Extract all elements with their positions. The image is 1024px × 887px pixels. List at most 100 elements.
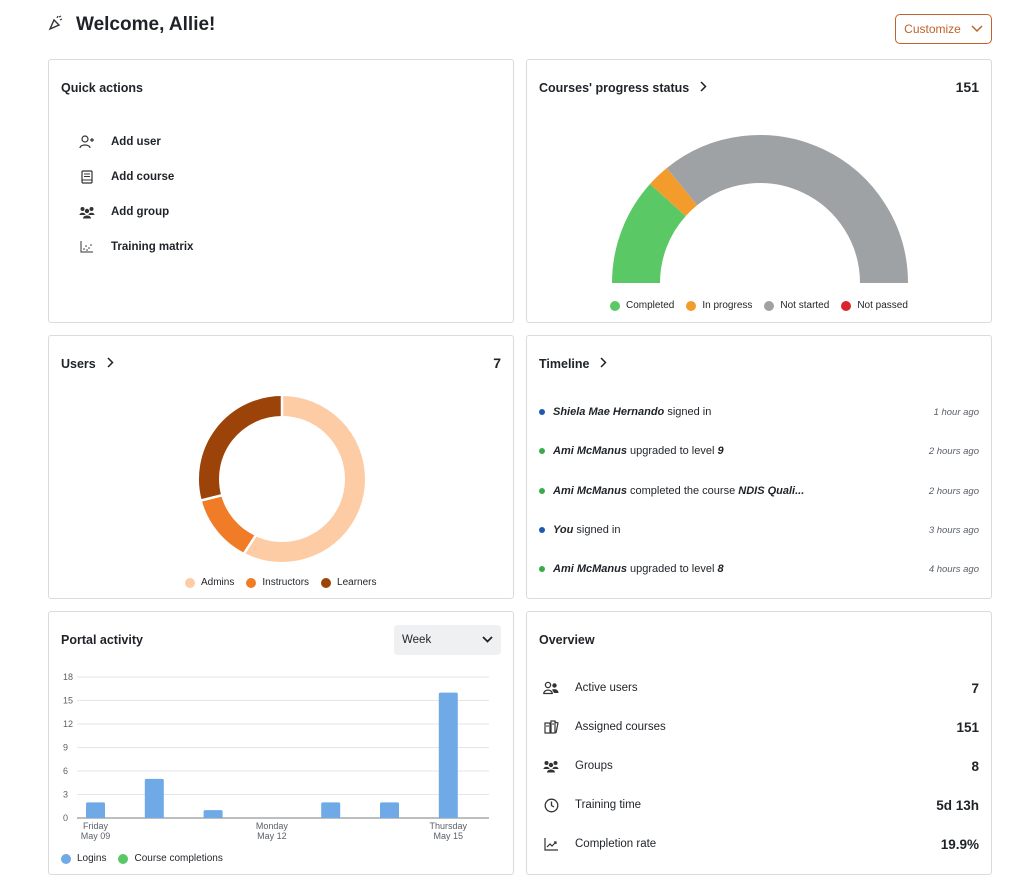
overview-completion-rate: Completion rate 19.9% xyxy=(541,832,979,856)
legend-instructors: Instructors xyxy=(246,577,309,588)
customize-label: Customize xyxy=(904,22,961,36)
timeline-actor[interactable]: Ami McManus xyxy=(553,563,627,575)
donut-instructors xyxy=(201,494,255,554)
page-header: Welcome, Allie! Customize xyxy=(48,10,992,46)
timeline-time: 4 hours ago xyxy=(928,563,979,575)
timeline-action: upgraded to level xyxy=(626,445,718,457)
timeline-time: 2 hours ago xyxy=(928,485,979,497)
users-legend: Admins Instructors Learners xyxy=(185,577,377,588)
progress-gauge xyxy=(612,135,908,284)
timeline-action: signed in xyxy=(573,524,621,536)
users-title-link[interactable]: Users xyxy=(61,357,114,371)
group-icon xyxy=(77,205,97,219)
quick-actions-card: Quick actions Add user Add course Add gr… xyxy=(48,59,514,323)
timeline-entry: Shiela Mae Hernando signed in 1 hour ago xyxy=(539,402,979,422)
timeline-card: Timeline Shiela Mae Hernando signed in 1 … xyxy=(526,335,992,599)
gauge-not-started xyxy=(666,135,908,284)
timeline-actor[interactable]: You xyxy=(553,524,574,536)
timeline-actor[interactable]: Shiela Mae Hernando xyxy=(553,406,665,418)
training-matrix-action[interactable]: Training matrix xyxy=(77,229,193,264)
overview-active-users: Active users 7 xyxy=(541,676,979,700)
progress-legend: Completed In progress Not started Not pa… xyxy=(610,300,908,311)
timeline-title: Timeline xyxy=(539,357,590,371)
x-tick-label: May 15 xyxy=(434,831,464,841)
legend-not-passed: Not passed xyxy=(841,300,908,311)
legend-admins: Admins xyxy=(185,577,234,588)
overview-value: 5d 13h xyxy=(936,797,979,813)
progress-title: Courses' progress status xyxy=(539,81,690,95)
legend-dot xyxy=(764,300,775,311)
active-users-icon xyxy=(541,681,561,695)
add-user-action[interactable]: Add user xyxy=(77,124,193,159)
y-tick-label: 3 xyxy=(63,790,68,800)
portal-legend: Logins Course completions xyxy=(61,853,223,864)
legend-in-progress: In progress xyxy=(686,300,752,311)
period-select[interactable]: Week xyxy=(394,625,501,655)
add-course-action[interactable]: Add course xyxy=(77,159,193,194)
status-dot xyxy=(539,527,545,533)
status-dot xyxy=(539,448,545,454)
legend-dot xyxy=(61,853,71,864)
welcome-heading: Welcome, Allie! xyxy=(48,14,215,36)
y-tick-label: 9 xyxy=(63,743,68,753)
y-tick-label: 18 xyxy=(63,672,73,682)
status-dot xyxy=(539,566,545,572)
legend-completed: Completed xyxy=(610,300,674,311)
timeline-entry: You signed in 3 hours ago xyxy=(539,520,979,540)
x-tick-label: May 12 xyxy=(257,831,287,841)
timeline-actor[interactable]: Ami McManus xyxy=(553,445,627,457)
donut-learners xyxy=(199,396,283,501)
bar-logins xyxy=(321,802,341,818)
timeline-actor[interactable]: Ami McManus xyxy=(553,485,627,497)
period-value: Week xyxy=(402,634,432,646)
timeline-target: 8 xyxy=(717,563,724,575)
portal-activity-title: Portal activity xyxy=(61,633,143,647)
legend-dot xyxy=(118,853,129,864)
add-group-action[interactable]: Add group xyxy=(77,194,193,229)
customize-button[interactable]: Customize xyxy=(895,14,992,44)
add-user-icon xyxy=(77,134,97,149)
timeline-text: Ami McManus completed the course NDIS Qu… xyxy=(553,485,929,497)
bar-logins xyxy=(86,802,105,818)
legend-learners: Learners xyxy=(321,577,377,588)
overview-assigned-courses: Assigned courses 151 xyxy=(541,715,979,739)
users-title: Users xyxy=(61,357,96,371)
progress-count: 151 xyxy=(955,79,979,95)
legend-dot xyxy=(185,577,195,588)
users-card: Users 7 Admins Instructors Learners xyxy=(48,335,514,599)
timeline-text: You signed in xyxy=(553,524,929,536)
chevron-down-icon xyxy=(971,22,983,36)
legend-dot xyxy=(321,577,332,588)
legend-dot xyxy=(246,577,257,588)
y-tick-label: 0 xyxy=(63,813,68,823)
timeline-action: upgraded to level xyxy=(626,563,718,575)
bar-logins xyxy=(144,778,164,818)
timeline-title-link[interactable]: Timeline xyxy=(539,357,608,371)
timeline-action: signed in xyxy=(664,406,712,418)
overview-label: Completion rate xyxy=(575,838,657,850)
status-dot xyxy=(539,409,545,415)
status-dot xyxy=(539,488,545,494)
matrix-icon xyxy=(77,240,97,253)
legend-course-completions: Course completions xyxy=(118,853,223,864)
overview-label: Groups xyxy=(575,760,613,772)
x-tick-label: Friday xyxy=(83,821,109,831)
overview-label: Active users xyxy=(575,682,638,694)
overview-card: Overview Active users 7 Assigned courses… xyxy=(526,611,992,875)
chevron-down-icon xyxy=(482,634,493,646)
overview-value: 7 xyxy=(971,680,979,696)
chevron-right-icon xyxy=(599,357,608,371)
timeline-action: completed the course xyxy=(626,485,739,497)
gauge-in-progress xyxy=(650,167,698,217)
progress-title-link[interactable]: Courses' progress status xyxy=(539,81,707,95)
legend-dot xyxy=(610,300,620,311)
chevron-right-icon xyxy=(699,81,707,95)
x-tick-label: Monday xyxy=(256,821,289,831)
overview-label: Assigned courses xyxy=(575,721,666,733)
legend-dot xyxy=(686,300,697,311)
timeline-text: Ami McManus upgraded to level 9 xyxy=(553,445,929,457)
overview-value: 151 xyxy=(956,719,979,735)
x-tick-label: Thursday xyxy=(430,821,468,831)
